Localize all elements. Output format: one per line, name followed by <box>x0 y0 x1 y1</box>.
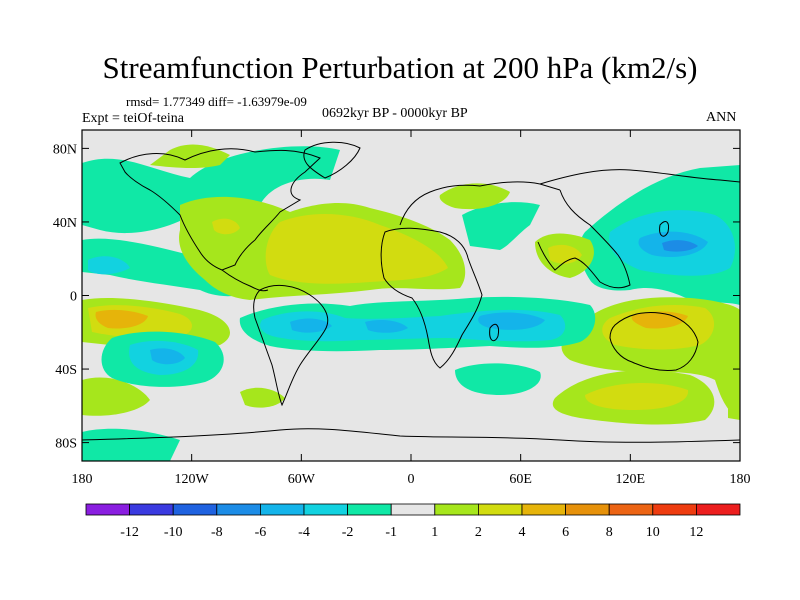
colorbar-label: 2 <box>475 525 482 540</box>
south-america-coast <box>253 284 329 407</box>
contour-region <box>455 363 541 395</box>
colorbar-swatch <box>172 503 218 516</box>
contour-region <box>150 348 185 365</box>
north-america-coast <box>119 148 321 271</box>
colorbar-swatch <box>696 503 741 516</box>
y-tick-label: 40N <box>53 216 77 231</box>
colorbar-swatch <box>129 503 174 516</box>
x-tick-label: 120W <box>175 472 210 487</box>
contour-region <box>365 320 408 333</box>
africa-coast <box>380 227 483 369</box>
colorbar-swatch <box>216 503 261 516</box>
colorbar-label: 12 <box>689 525 703 540</box>
colorbar-label: -12 <box>120 525 139 540</box>
japan-coast <box>659 221 669 237</box>
contour-region <box>88 256 130 275</box>
contour-region <box>728 395 740 420</box>
contour-field <box>82 144 740 461</box>
colorbar-label: -2 <box>342 525 354 540</box>
contour-region <box>265 214 448 284</box>
colorbar-label: -10 <box>164 525 183 540</box>
contour-region <box>82 428 180 461</box>
contour-region <box>585 383 689 410</box>
colorbar-swatch <box>608 503 654 516</box>
colorbar-label: 8 <box>606 525 613 540</box>
greenland-coast <box>303 141 361 179</box>
contour-region <box>631 311 688 329</box>
season-label: ANN <box>706 110 737 125</box>
contour-region <box>462 202 540 250</box>
contour-region <box>439 183 510 210</box>
contour-region <box>82 146 340 234</box>
central-america-coast <box>221 269 269 292</box>
colorbar-label: -1 <box>385 525 397 540</box>
colorbar-swatch <box>434 503 479 516</box>
x-tick-label: 0 <box>408 472 415 487</box>
experiment-label: Expt = teiOf-teina <box>82 111 184 126</box>
contour-region <box>95 309 148 329</box>
x-tick-label: 180 <box>72 472 93 487</box>
period-label: 0692kyr BP - 0000kyr BP <box>322 106 468 121</box>
colorbar-swatch <box>565 503 610 516</box>
asia-coast <box>537 169 740 289</box>
contour-region <box>478 312 545 330</box>
contour-region <box>240 387 285 408</box>
colorbar-label: 4 <box>519 525 526 540</box>
colorbar-swatch <box>652 503 697 516</box>
colorbar-label: -6 <box>255 525 267 540</box>
colorbar-swatch <box>521 503 566 516</box>
x-tick-label: 180 <box>730 472 751 487</box>
madagascar-coast <box>489 323 499 342</box>
contour-region <box>82 377 150 416</box>
rmsd-stats: rmsd= 1.77349 diff= -1.63979e-09 <box>126 94 307 109</box>
coastlines <box>82 141 740 443</box>
x-tick-label: 60W <box>288 472 316 487</box>
y-tick-label: 40S <box>55 363 77 378</box>
x-tick-label: 120E <box>616 472 646 487</box>
y-tick-label: 0 <box>70 290 77 305</box>
contour-region <box>548 244 582 264</box>
colorbar-swatch <box>390 503 436 516</box>
x-axis: 180 120W 60W 0 60E 120E 180 <box>72 130 751 487</box>
y-tick-label: 80S <box>55 437 77 452</box>
colorbar-label: 10 <box>646 525 660 540</box>
contour-region <box>662 240 698 252</box>
contour-region <box>290 318 332 333</box>
colorbar: -12 -10 -8 -6 -4 -2 -1 1 2 4 6 8 10 12 <box>85 503 741 540</box>
x-tick-label: 60E <box>509 472 532 487</box>
colorbar-label: 6 <box>562 525 569 540</box>
colorbar-swatch <box>347 503 392 516</box>
chart-title: Streamfunction Perturbation at 200 hPa (… <box>102 50 698 85</box>
contour-region <box>212 218 240 235</box>
colorbar-swatch <box>85 503 130 516</box>
colorbar-swatch <box>259 503 305 516</box>
australia-coast <box>609 312 699 371</box>
colorbar-swatch <box>477 503 523 516</box>
antarctica-coast <box>82 428 740 443</box>
colorbar-swatch <box>303 503 348 516</box>
colorbar-label: 1 <box>431 525 438 540</box>
europe-coast <box>399 181 561 226</box>
y-tick-label: 80N <box>53 142 77 157</box>
y-axis: 80N 40N 0 40S 80S <box>53 142 740 452</box>
colorbar-label: -4 <box>298 525 310 540</box>
colorbar-label: -8 <box>211 525 223 540</box>
